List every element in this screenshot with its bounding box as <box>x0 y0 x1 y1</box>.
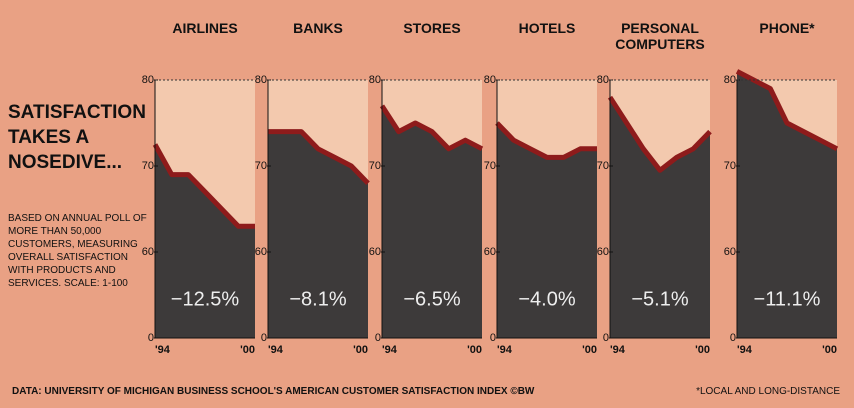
change-label: −6.5% <box>403 288 460 310</box>
y-tick-label: 0 <box>730 332 736 344</box>
x-tick-label: '94 <box>155 344 171 356</box>
x-tick-label: '94 <box>737 344 753 356</box>
y-tick-label: 70 <box>255 160 267 172</box>
x-tick-label: '00 <box>582 344 597 356</box>
y-tick-label: 0 <box>603 332 609 344</box>
y-tick-label: 80 <box>142 74 154 86</box>
panel-title: AIRLINES <box>172 20 238 36</box>
x-tick-label: '94 <box>610 344 626 356</box>
y-tick-label: 0 <box>375 332 381 344</box>
panel-title: PERSONAL COMPUTERS <box>615 20 705 52</box>
change-label: −12.5% <box>171 288 240 310</box>
line <box>379 104 484 152</box>
panel-title: STORES <box>403 20 461 36</box>
line <box>495 121 597 160</box>
y-tick-label: 60 <box>369 246 381 258</box>
y-tick-label: 80 <box>484 74 496 86</box>
y-tick-label: 0 <box>261 332 267 344</box>
change-label: −8.1% <box>289 288 346 310</box>
panel-title: BANKS <box>293 20 343 36</box>
line <box>607 95 712 173</box>
y-tick-label: 80 <box>597 74 609 86</box>
y-tick-label: 70 <box>597 160 609 172</box>
y-tick-label: 0 <box>490 332 496 344</box>
y-tick-label: 80 <box>724 74 736 86</box>
x-tick-label: '00 <box>240 344 255 356</box>
y-tick-label: 70 <box>369 160 381 172</box>
y-tick-label: 60 <box>484 246 496 258</box>
y-tick-label: 70 <box>724 160 736 172</box>
x-tick-label: '94 <box>497 344 513 356</box>
x-tick-label: '00 <box>353 344 368 356</box>
x-tick-label: '00 <box>695 344 710 356</box>
subtitle: BASED ON ANNUAL POLL OF MORE THAN 50,000… <box>8 213 147 289</box>
x-tick-label: '94 <box>268 344 284 356</box>
y-tick-label: 60 <box>255 246 267 258</box>
panel-title: PHONE* <box>759 20 815 36</box>
source: DATA: UNIVERSITY OF MICHIGAN BUSINESS SC… <box>12 386 535 397</box>
y-tick-label: 70 <box>484 160 496 172</box>
area <box>268 131 368 338</box>
change-label: −4.0% <box>518 288 575 310</box>
area <box>382 105 482 338</box>
y-tick-label: 70 <box>142 160 154 172</box>
y-tick-label: 80 <box>369 74 381 86</box>
note: *LOCAL AND LONG-DISTANCE <box>696 386 840 397</box>
change-label: −11.1% <box>754 288 821 310</box>
line <box>268 129 370 185</box>
panel-title: HOTELS <box>518 20 576 36</box>
change-label: −5.1% <box>631 288 688 310</box>
line <box>152 143 255 229</box>
x-tick-label: '94 <box>382 344 398 356</box>
area <box>497 123 597 338</box>
area <box>610 97 710 338</box>
y-tick-label: 60 <box>597 246 609 258</box>
y-tick-label: 60 <box>142 246 154 258</box>
y-tick-label: 0 <box>148 332 154 344</box>
x-tick-label: '00 <box>822 344 837 356</box>
y-tick-label: 60 <box>724 246 736 258</box>
title: SATISFACTION TAKES A NOSEDIVE... <box>8 102 146 173</box>
x-tick-label: '00 <box>467 344 482 356</box>
area <box>155 144 255 338</box>
y-tick-label: 80 <box>255 74 267 86</box>
